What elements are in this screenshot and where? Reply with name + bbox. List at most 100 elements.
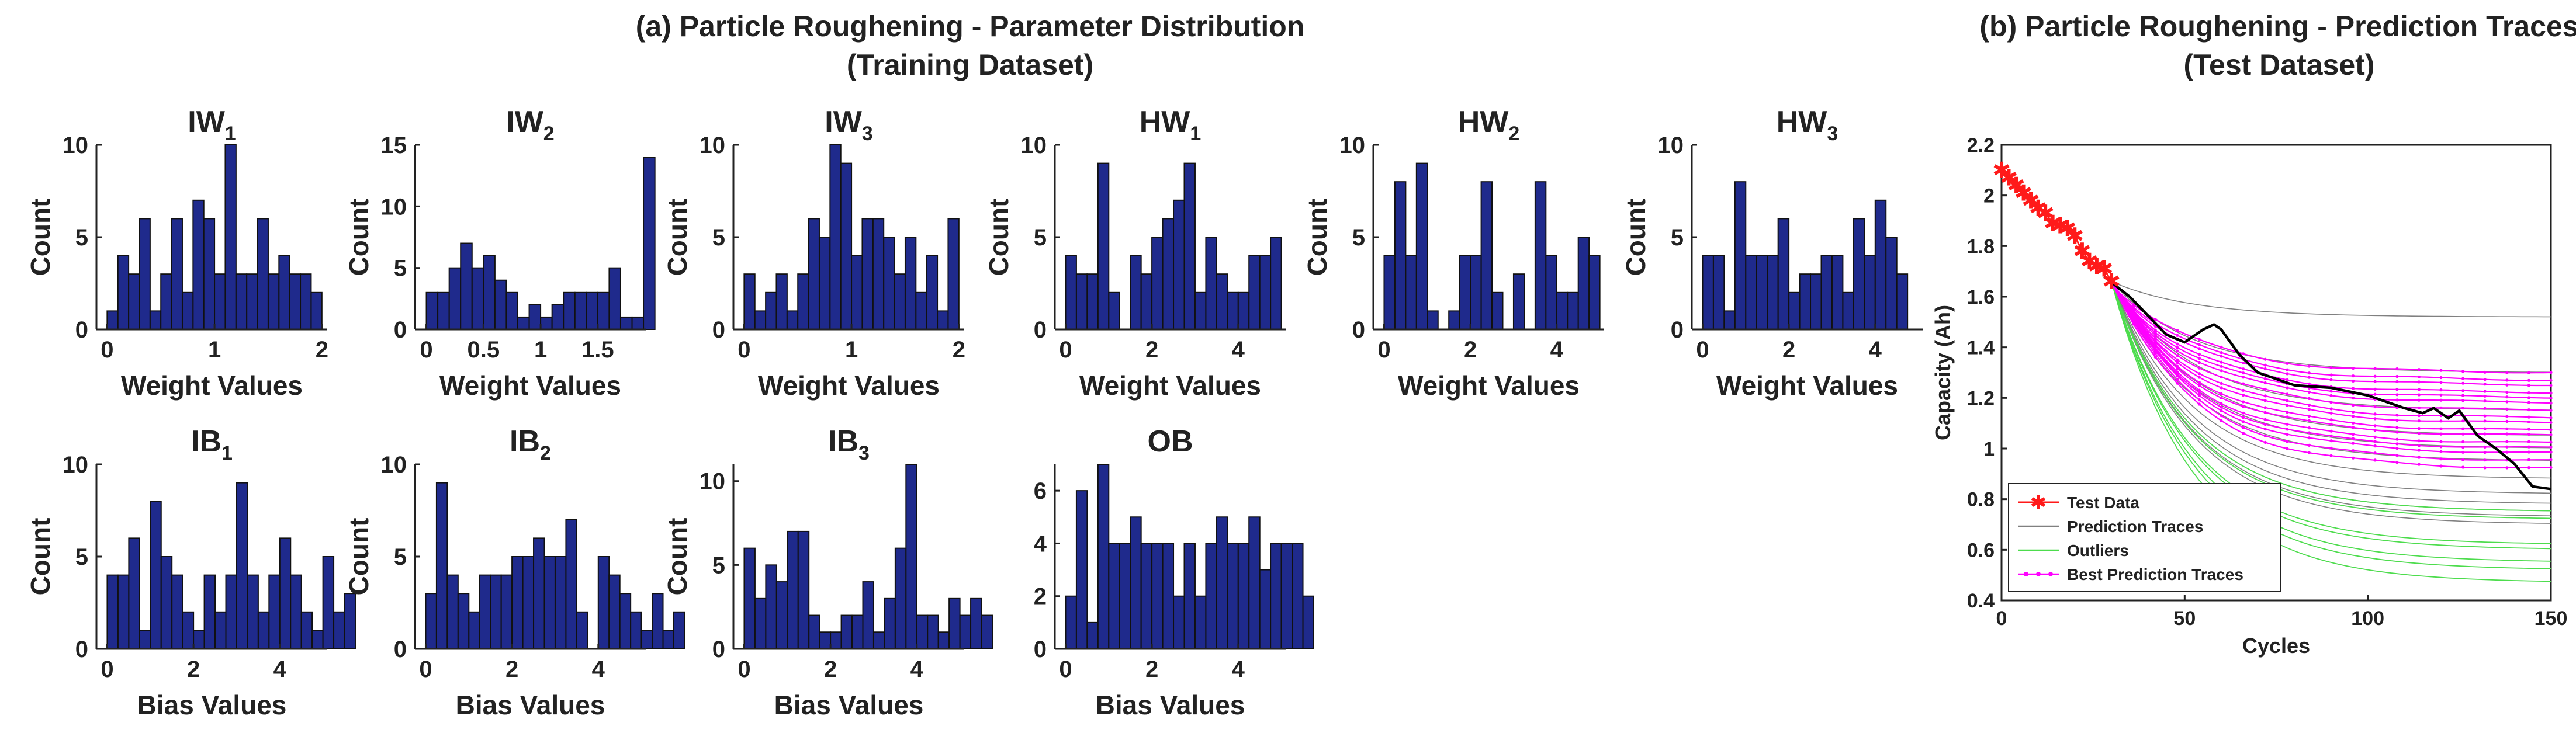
histogram-bar [149, 310, 162, 331]
best-trace-marker [2176, 342, 2179, 346]
histogram-bar [673, 611, 685, 650]
best-trace-marker [2352, 426, 2355, 429]
histogram-bar [290, 574, 302, 649]
panel-title: HW1 [1140, 105, 1202, 145]
panel-title-subscript: 2 [543, 123, 555, 145]
best-trace-marker [2373, 428, 2377, 432]
best-trace-marker [2505, 371, 2509, 374]
best-trace-marker [2263, 440, 2267, 444]
best-trace-marker [2417, 414, 2421, 418]
best-trace-marker [2352, 403, 2355, 407]
best-trace-marker [2483, 419, 2487, 423]
best-trace-marker [2242, 352, 2245, 356]
best-trace-marker [2352, 366, 2355, 370]
outlier-trace [2111, 281, 2551, 569]
histogram-bar [1470, 255, 1482, 331]
best-trace-marker [2197, 381, 2201, 384]
histogram-bar [597, 291, 610, 330]
best-trace-marker [2549, 450, 2553, 454]
x-tick-label: 0 [1059, 656, 1072, 682]
best-trace-marker [2527, 396, 2530, 399]
histogram-bar [597, 556, 610, 649]
histogram-bar [494, 279, 507, 331]
best-trace-marker [2220, 386, 2223, 390]
histogram-bar [479, 574, 491, 649]
histogram-bar [894, 547, 907, 650]
best-trace-marker [2197, 394, 2201, 397]
x-tick-label: 2 [824, 656, 837, 682]
best-trace-marker [2483, 450, 2487, 454]
histogram-bar [808, 614, 820, 650]
prediction-trace [2111, 281, 2551, 494]
histogram-bar [457, 593, 470, 650]
best-trace-marker [2197, 343, 2201, 346]
best-trace-marker [2220, 396, 2223, 399]
best-trace-marker [2549, 433, 2553, 436]
best-trace-marker [2505, 450, 2509, 454]
best-trace-marker [2483, 445, 2487, 449]
histogram-bar [300, 611, 313, 650]
histogram-panel: 0 2 4 0 5 10 IB1 Bias Values Count [25, 425, 356, 720]
best-trace-marker [2505, 432, 2509, 436]
x-tick-label: 2 [505, 656, 518, 682]
test-data-point: ✱ [2014, 181, 2033, 206]
left-title-line1: (a) Particle Roughening - Parameter Dist… [636, 10, 1305, 43]
prediction-trace [2111, 281, 2551, 516]
panel-title: IB2 [510, 425, 551, 464]
histogram-bar [1415, 162, 1428, 330]
y-tick-label: 5 [712, 225, 725, 251]
histogram-bar [862, 581, 874, 650]
panel-title-base: IW [506, 105, 543, 139]
best-trace-marker [2352, 421, 2355, 425]
best-trace-marker [2242, 400, 2245, 404]
best-trace-marker [2549, 440, 2553, 444]
histogram-bar [1097, 162, 1110, 330]
y-axis-label: Count [662, 199, 693, 276]
panel-title-subscript: 3 [1827, 123, 1838, 145]
best-trace-marker [2461, 458, 2465, 461]
prediction-trace [2111, 281, 2551, 318]
panel-title-subscript: 1 [1190, 123, 1201, 145]
panel-title-subscript: 2 [1508, 123, 1519, 145]
x-tick-label: 0 [738, 656, 750, 682]
y-tick-label: 5 [394, 256, 407, 282]
best-trace-marker [2549, 421, 2553, 425]
y-tick-label: 0 [75, 317, 88, 343]
best-trace-marker [2220, 345, 2223, 349]
best-trace-marker [2197, 366, 2201, 370]
histogram-bar [1896, 273, 1909, 331]
best-trace-marker [2329, 378, 2333, 381]
best-trace-marker [2242, 432, 2245, 435]
histogram-bar [1712, 255, 1725, 331]
best-trace-marker [2220, 392, 2223, 395]
x-tick-label: 1.5 [581, 337, 614, 363]
best-trace-marker [2197, 391, 2201, 395]
best-trace-marker [2197, 360, 2201, 364]
best-trace-marker [2242, 405, 2245, 408]
best-trace-marker [2527, 384, 2530, 387]
y-tick-label: 0 [712, 637, 725, 662]
best-trace-marker [2153, 333, 2157, 336]
best-trace-marker [2483, 378, 2487, 381]
best-trace-marker [2286, 440, 2289, 443]
histogram-bar [128, 537, 140, 650]
best-trace-marker [2461, 377, 2465, 380]
best-trace-marker [2549, 458, 2553, 461]
best-trace-marker [2220, 375, 2223, 379]
best-trace-marker [2153, 339, 2157, 342]
histogram-bar [619, 593, 632, 650]
histogram-bar [1259, 569, 1272, 649]
best-trace-marker [2263, 387, 2267, 391]
histogram-bar [522, 556, 535, 649]
y-tick-label: 6 [1034, 478, 1047, 504]
test-data-point: ✱ [2087, 255, 2106, 279]
histogram-bar [1534, 181, 1547, 331]
histogram-bar [1140, 543, 1153, 649]
x-tick-label: 0 [420, 337, 432, 363]
histogram-bar [643, 157, 656, 330]
histogram-bar [268, 574, 281, 649]
histogram-bar [1567, 291, 1579, 330]
best-trace-marker [2373, 424, 2377, 428]
